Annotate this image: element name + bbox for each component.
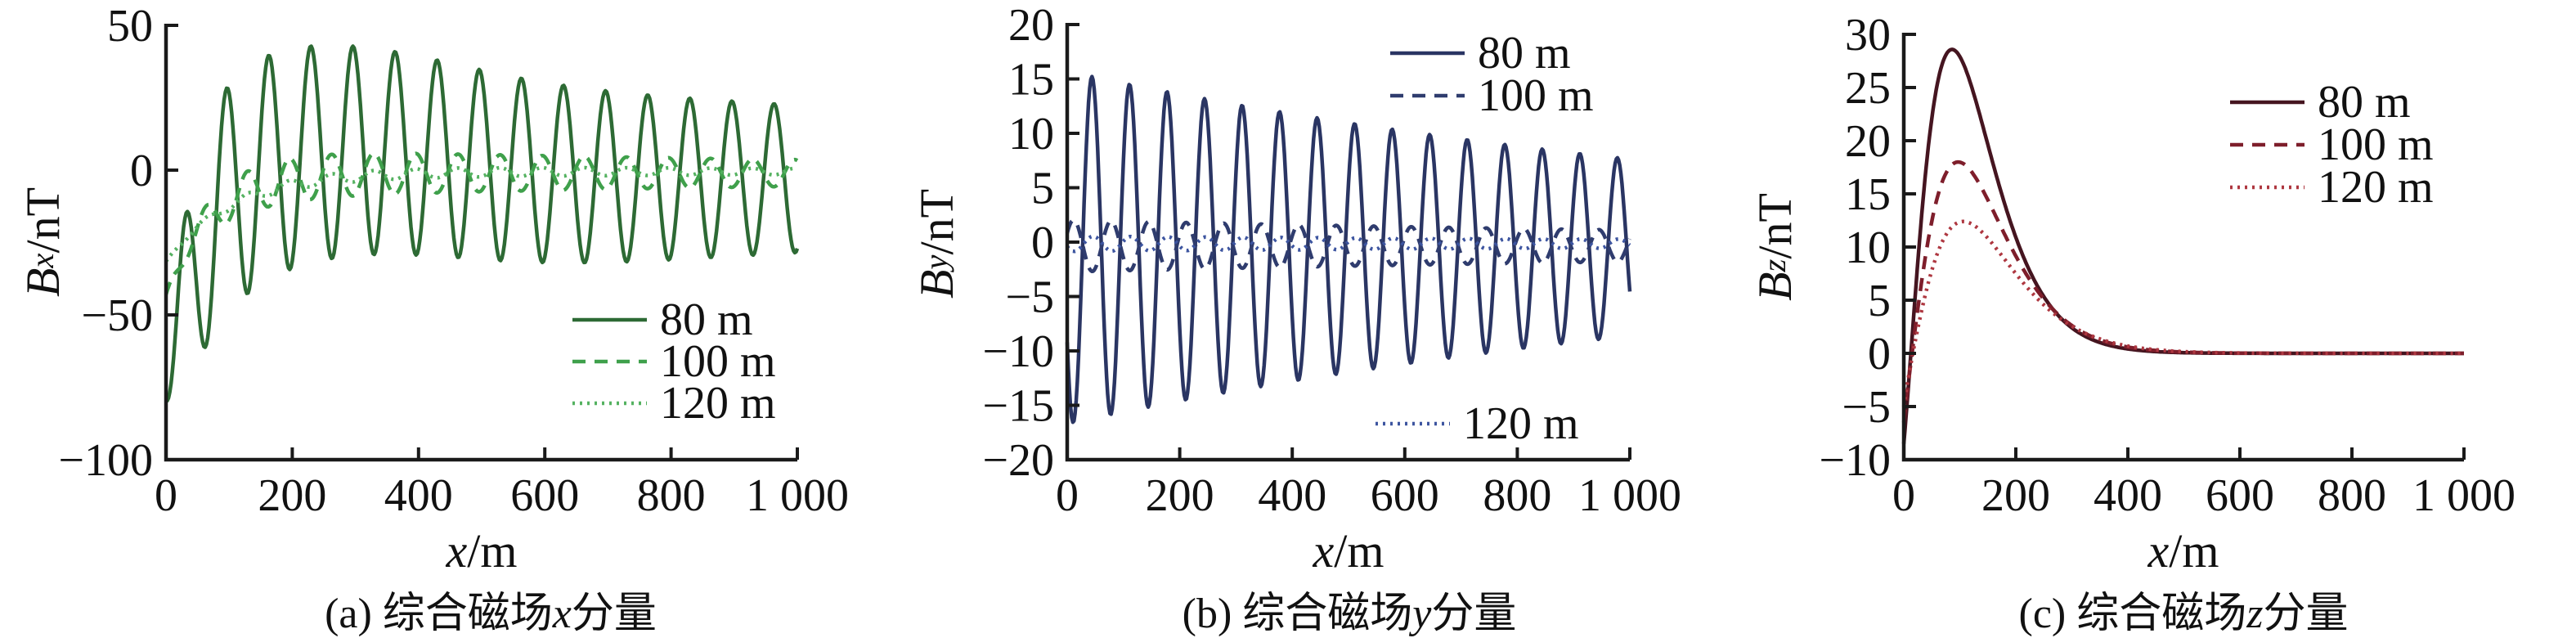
x-tick-label: 1 000: [746, 470, 849, 521]
axis-symbol: B: [16, 267, 70, 297]
axis-subscript: z: [1755, 258, 1793, 272]
y-tick-label: −5: [1005, 272, 1054, 323]
curve-80m: [1065, 74, 1632, 425]
legend-line-solid: [572, 317, 647, 322]
y-tick-label: 50: [107, 1, 153, 52]
x-tick-label: 600: [1371, 470, 1439, 521]
legend-line-dashed: [572, 359, 647, 364]
caption-b: (b) 综合磁场y分量: [1182, 591, 1517, 637]
curve-120m: [1066, 234, 1631, 254]
legend-line-solid: [1390, 51, 1465, 56]
x-tick-label: 0: [1056, 470, 1079, 521]
legend-item-80m: 80 m: [1389, 28, 1571, 79]
x-tick-label: 200: [258, 470, 326, 521]
bx-chart: 0 200 400 600 800 1 000 50 0 −50 −100: [58, 1, 849, 521]
by-chart-canvas: 0 200 400 600 800 1 000 20 15 10 5 0 −5 −10 −15 −20: [859, 0, 1717, 638]
x-tick-label: 800: [1483, 470, 1551, 521]
legend-item-120m: 120 m: [1374, 398, 1579, 449]
x-tick-label: 0: [155, 470, 177, 521]
x-tick-label: 600: [510, 470, 579, 521]
y-tick-label: 15: [1008, 55, 1054, 106]
curve-120m: [1901, 219, 2465, 407]
legend-line-dotted: [2230, 185, 2304, 190]
y-tick-label: 10: [1008, 109, 1054, 160]
caption-c: (c) 综合磁场z分量: [2018, 591, 2349, 637]
bz-chart-canvas: 0 200 400 600 800 1 000 30 25 20 15 10 5 0 −5 −10: [1717, 0, 2576, 638]
axis-unit: /nT: [909, 189, 963, 255]
y-tick-label: 0: [1868, 329, 1891, 380]
x-tick-label: 0: [1892, 470, 1915, 521]
legend-item-120m: 120 m: [2228, 162, 2434, 213]
x-axis-label: x/m: [446, 524, 518, 577]
legend-line-dotted: [572, 401, 647, 406]
x-axis-label: x/m: [1313, 524, 1384, 577]
plot-area: [164, 44, 800, 403]
y-tick-label: −50: [81, 290, 153, 341]
curve-100m: [1065, 218, 1632, 274]
plot-area: [1065, 74, 1632, 425]
axis-subscript: x: [23, 253, 61, 268]
legend-line-dashed: [1390, 93, 1465, 98]
y-tick-label: −100: [58, 435, 153, 486]
y-tick-label: 20: [1008, 0, 1054, 51]
legend-item-80m: 80 m: [2228, 77, 2411, 128]
x-tick-label: 800: [2318, 470, 2386, 521]
y-tick-label: −5: [1842, 382, 1891, 433]
axis-unit: /nT: [16, 187, 70, 254]
axis-symbol: B: [909, 269, 963, 299]
legend-item-100m: 100 m: [2228, 119, 2434, 170]
x-tick-label: 200: [1981, 470, 2050, 521]
y-tick-label: 5: [1031, 164, 1054, 214]
x-tick-label: 400: [2094, 470, 2162, 521]
x-tick-label: 200: [1146, 470, 1214, 521]
legend-item-80m: 80 m: [571, 294, 753, 345]
x-tick-label: 1 000: [2412, 470, 2515, 521]
y-tick-label: −20: [982, 435, 1054, 486]
y-tick-label: 10: [1845, 222, 1891, 273]
legend-item-120m: 120 m: [571, 378, 776, 429]
axis-unit: /nT: [1748, 193, 1802, 259]
legend-line-dotted: [1376, 421, 1450, 426]
y-tick-label: 30: [1845, 10, 1891, 61]
y-tick-label: 0: [1031, 218, 1054, 268]
legend-line-dashed: [2230, 142, 2304, 147]
x-tick-label: 400: [384, 470, 453, 521]
curve-80m: [165, 44, 800, 403]
bx-chart-canvas: 0 200 400 600 800 1 000 50 0 −50 −100: [0, 0, 859, 638]
x-axis-label: x/m: [2147, 524, 2219, 577]
caption-a: (a) 综合磁场x分量: [325, 591, 657, 637]
y-tick-label: 15: [1845, 169, 1891, 220]
y-tick-label: −15: [982, 381, 1054, 432]
x-tick-label: 400: [1258, 470, 1326, 521]
y-tick-label: −10: [1819, 435, 1891, 486]
curve-100m: [164, 151, 799, 295]
y-tick-label: 0: [130, 146, 153, 196]
legend-line-solid: [2230, 100, 2304, 105]
y-tick-label: 20: [1845, 116, 1891, 167]
x-tick-label: 1 000: [1578, 470, 1681, 521]
y-tick-label: 5: [1868, 276, 1891, 326]
y-tick-label: 25: [1845, 63, 1891, 114]
axis-symbol: B: [1748, 272, 1802, 301]
axis-subscript: y: [917, 254, 954, 270]
legend-item-100m: 100 m: [571, 336, 776, 387]
legend-item-100m: 100 m: [1389, 70, 1594, 121]
curve-120m: [164, 165, 798, 263]
y-tick-label: −10: [982, 326, 1054, 377]
plot-area: [1901, 47, 2465, 444]
x-tick-label: 600: [2206, 470, 2274, 521]
x-tick-label: 800: [637, 470, 706, 521]
